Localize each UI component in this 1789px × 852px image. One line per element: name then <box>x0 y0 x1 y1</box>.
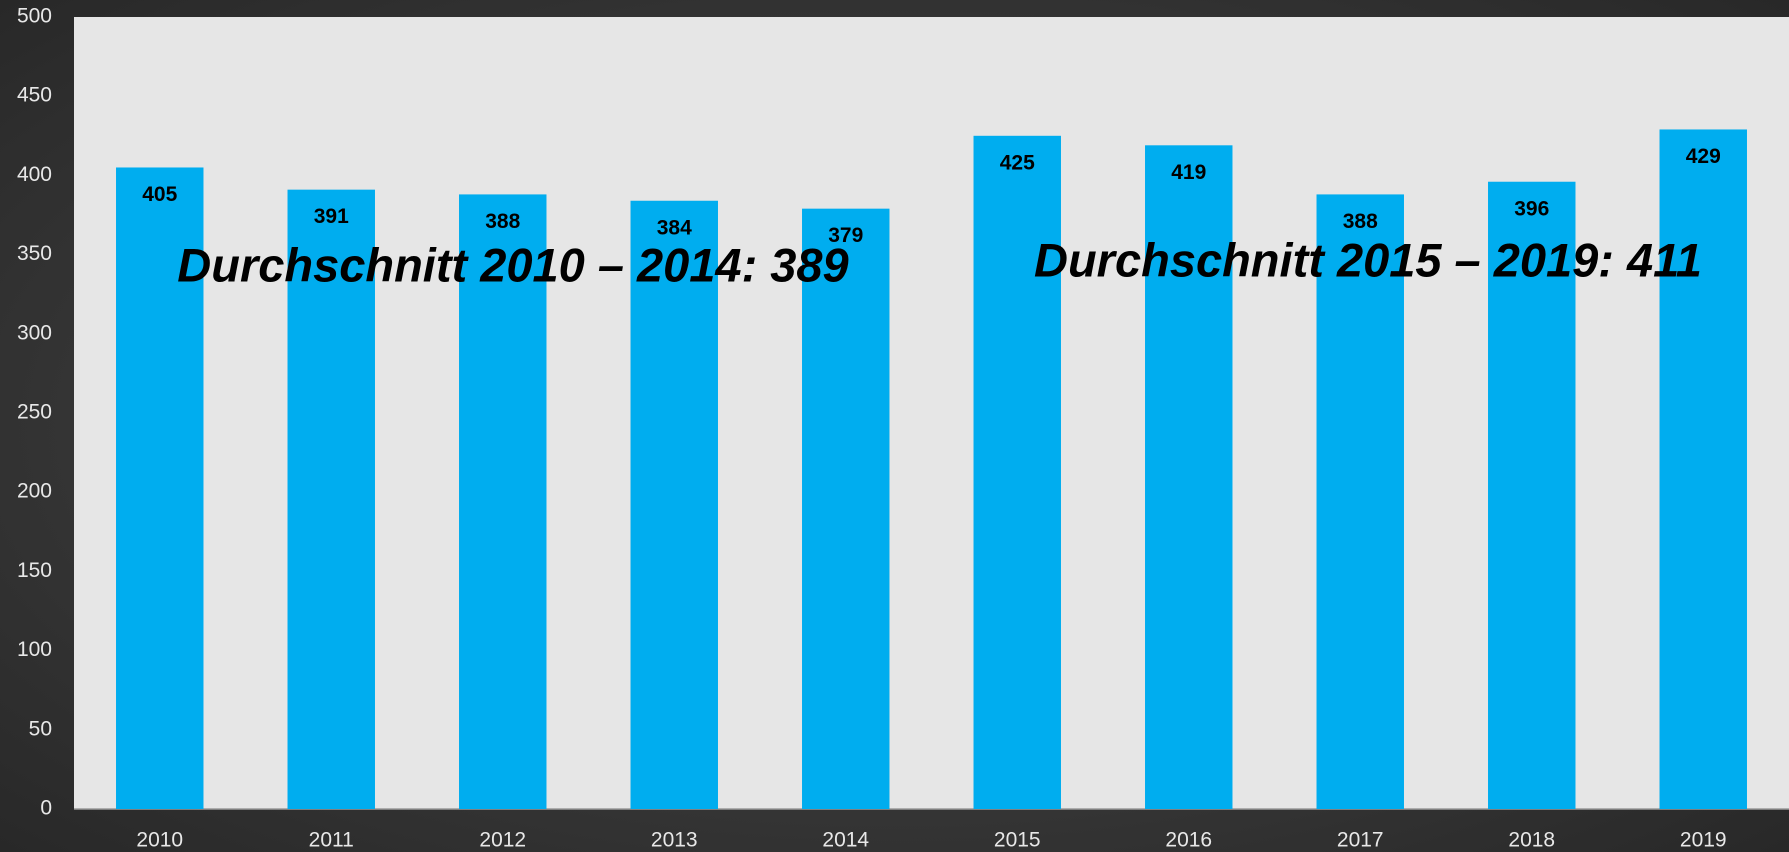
data-label: 405 <box>142 183 177 206</box>
data-label: 388 <box>1343 210 1378 233</box>
y-tick-label: 200 <box>17 480 52 503</box>
y-tick-label: 0 <box>40 797 52 820</box>
bar <box>802 208 890 809</box>
y-tick-label: 300 <box>17 321 52 344</box>
bar <box>459 194 547 809</box>
x-tick-label: 2014 <box>822 829 869 852</box>
data-label: 396 <box>1514 197 1549 220</box>
bar <box>1316 194 1404 809</box>
x-tick-label: 2012 <box>479 829 526 852</box>
data-label: 391 <box>314 205 349 228</box>
bar <box>630 200 718 809</box>
data-label: 429 <box>1686 145 1721 168</box>
y-tick-label: 250 <box>17 401 52 424</box>
data-label: 379 <box>828 224 863 247</box>
y-tick-label: 350 <box>17 242 52 265</box>
bar <box>116 167 204 810</box>
bar <box>1659 129 1747 810</box>
bar <box>973 135 1061 810</box>
x-tick-label: 2019 <box>1680 829 1727 852</box>
y-tick-label: 50 <box>29 717 52 740</box>
data-label: 388 <box>485 210 520 233</box>
x-tick-label: 2016 <box>1165 829 1212 852</box>
annotation: Durchschnitt 2010 – 2014: 389 <box>177 238 848 291</box>
x-tick-label: 2013 <box>651 829 698 852</box>
y-tick-label: 150 <box>17 559 52 582</box>
y-tick-label: 500 <box>17 5 52 28</box>
x-tick-label: 2015 <box>994 829 1041 852</box>
x-tick-label: 2017 <box>1337 829 1384 852</box>
bar <box>1488 181 1576 810</box>
annotation: Durchschnitt 2015 – 2019: 411 <box>1034 233 1702 286</box>
x-tick-label: 2018 <box>1508 829 1555 852</box>
data-label: 419 <box>1171 161 1206 184</box>
y-tick-label: 100 <box>17 638 52 661</box>
bar <box>287 189 375 809</box>
bar <box>1145 145 1233 809</box>
y-tick-label: 400 <box>17 163 52 186</box>
x-tick-label: 2011 <box>309 829 354 852</box>
y-tick-label: 450 <box>17 84 52 107</box>
data-label: 425 <box>1000 151 1035 174</box>
x-tick-label: 2010 <box>136 829 183 852</box>
data-label: 384 <box>657 216 692 239</box>
